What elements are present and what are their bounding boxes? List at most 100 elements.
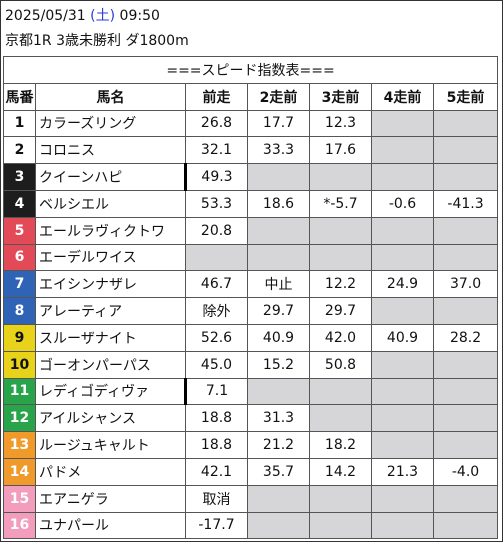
speed-index-cell [371,350,434,379]
horse-name: ゴーオンパーパス [35,350,186,379]
horse-name: ユナパール [35,511,186,540]
speed-index-cell: 7.1 [185,377,248,406]
horse-number: 3 [3,163,36,191]
horse-name: レディゴディヴァ [35,377,187,406]
table-row: 12 アイルシャンス 18.8 31.3 [3,404,499,433]
horse-number: 8 [3,297,36,325]
speed-index-cell: 12.3 [309,109,372,138]
table-row: 7 エイシンナザレ 46.7 中止 12.2 24.9 37.0 [3,270,499,299]
speed-index-cell: 31.3 [247,404,310,433]
horse-name: アレーティア [35,297,186,325]
speed-index-cell [432,136,499,165]
speed-index-cell [371,216,434,245]
col-header-last-race: 前走 [185,82,248,111]
horse-number: 15 [3,484,36,513]
speed-index-cell: 37.0 [432,270,499,299]
horse-number: 5 [3,216,36,245]
table-row: 15 エアニゲラ 取消 [3,484,499,513]
speed-index-cell: 中止 [247,270,310,299]
speed-index-cell [432,377,499,406]
speed-index-cell [432,484,499,513]
speed-index-cell: 35.7 [247,457,310,486]
table-title: ===スピード指数表=== [2,56,499,84]
horse-number: 11 [3,377,36,406]
col-header-name: 馬名 [35,82,186,111]
table-row: 4 ベルシエル 53.3 18.6 *-5.7 -0.6 -41.3 [3,189,499,218]
race-info: 京都1R 3歳未勝利 ダ1800m [5,33,189,49]
table-row: 13 ルージュキャルト 18.8 21.2 18.2 [3,431,499,459]
speed-index-cell [309,163,372,191]
speed-index-cell: 29.7 [247,297,310,325]
horse-number: 7 [3,270,36,299]
horse-name: パドメ [35,457,186,486]
table-row: 1 カラーズリング 26.8 17.7 12.3 [3,109,499,138]
col-header-4-races-ago: 4走前 [371,82,434,111]
speed-index-cell: 46.7 [185,270,248,299]
horse-name: エアニゲラ [35,484,186,513]
speed-index-cell: -17.7 [185,511,248,540]
speed-index-cell [371,511,434,540]
speed-index-cell [371,484,434,513]
table-row: 9 スルーザナイト 52.6 40.9 42.0 40.9 28.2 [3,323,499,352]
speed-index-cell: -4.0 [432,457,499,486]
table-row: 8 アレーティア 除外 29.7 29.7 [3,297,499,325]
speed-index-cell: 49.3 [185,163,248,191]
speed-index-cell [432,109,499,138]
speed-index-cell [371,404,434,433]
speed-index-cell: *-5.7 [309,189,372,218]
speed-index-cell [432,511,499,540]
speed-index-cell [371,136,434,165]
speed-index-cell: 45.0 [185,350,248,379]
speed-index-cell [432,163,499,191]
horse-name: アイルシャンス [35,404,186,433]
horse-number: 14 [3,457,36,486]
speed-index-cell [247,484,310,513]
speed-index-cell [309,243,372,272]
col-header-number: 馬番 [3,82,36,111]
horse-number: 2 [3,136,36,165]
horse-number: 12 [3,404,36,433]
speed-index-cell: 50.8 [309,350,372,379]
speed-index-cell: 17.7 [247,109,310,138]
horse-name: ルージュキャルト [35,431,186,459]
speed-index-cell: 20.8 [185,216,248,245]
table-row: 14 パドメ 42.1 35.7 14.2 21.3 -4.0 [3,457,499,486]
speed-index-cell: 24.9 [371,270,434,299]
speed-index-cell [432,350,499,379]
speed-index-cell: 42.1 [185,457,248,486]
speed-index-cell: 32.1 [185,136,248,165]
horse-number: 1 [3,109,36,138]
speed-index-cell: 21.2 [247,431,310,459]
race-date: 2025/05/31 [5,8,86,24]
race-time: 09:50 [119,8,160,24]
speed-index-cell: 40.9 [371,323,434,352]
speed-index-cell [371,377,434,406]
speed-index-cell: 26.8 [185,109,248,138]
speed-index-cell [432,216,499,245]
col-header-3-races-ago: 3走前 [309,82,372,111]
table-title-row: ===スピード指数表=== [2,56,499,84]
horse-name: クイーンハピ [35,163,187,191]
speed-index-cell [309,377,372,406]
speed-index-cell [371,431,434,459]
speed-index-cell [185,243,248,272]
speed-index-cell [432,297,499,325]
speed-index-cell: 18.8 [185,431,248,459]
speed-index-cell [371,109,434,138]
horse-number: 6 [3,243,36,272]
speed-index-cell: 12.2 [309,270,372,299]
speed-index-cell [432,404,499,433]
table-row: 5 エールラヴィクトワ 20.8 [3,216,499,245]
speed-index-cell: 18.2 [309,431,372,459]
speed-index-cell [309,404,372,433]
speed-index-cell: 53.3 [185,189,248,218]
speed-index-cell: -0.6 [371,189,434,218]
speed-index-cell: -41.3 [432,189,499,218]
speed-index-cell [371,243,434,272]
race-datetime: 2025/05/31 (土) 09:50 [5,7,160,25]
speed-index-cell: 52.6 [185,323,248,352]
horse-number: 13 [3,431,36,459]
horse-name: コロニス [35,136,186,165]
speed-index-cell: 42.0 [309,323,372,352]
speed-index-cell: 取消 [185,484,248,513]
